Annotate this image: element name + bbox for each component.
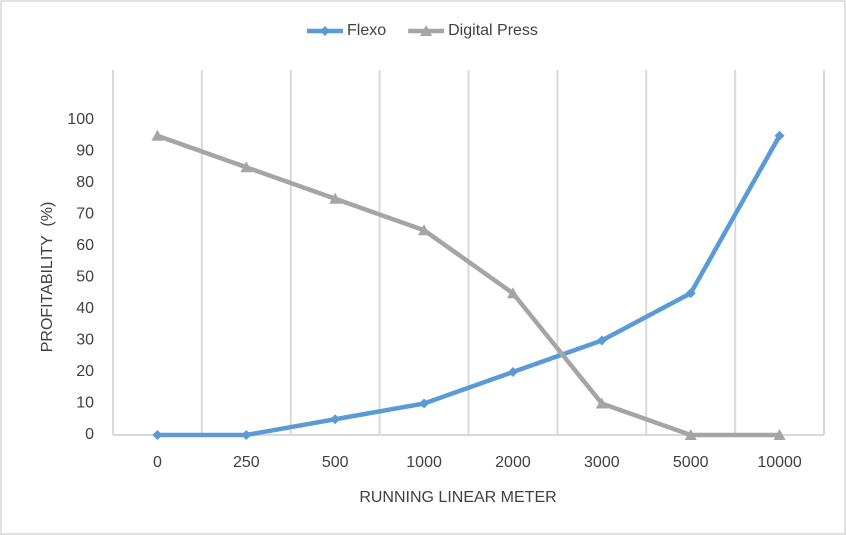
y-tick-label: 40: [76, 300, 94, 317]
y-tick-label: 60: [76, 237, 94, 254]
data-point: [152, 430, 163, 440]
y-tick-label: 30: [76, 332, 94, 349]
series-line: [157, 134, 782, 438]
data-point: [151, 129, 164, 141]
x-tick-label: 5000: [673, 454, 709, 471]
data-point: [507, 367, 518, 377]
x-tick-label: 2000: [495, 454, 531, 471]
y-tick-label: 20: [76, 363, 94, 380]
data-point: [773, 429, 786, 440]
data-point: [419, 398, 430, 409]
legend-marker: [320, 26, 330, 36]
data-point: [685, 288, 696, 299]
data-point: [596, 335, 607, 346]
x-tick-label: 10000: [757, 454, 802, 471]
y-tick-label: 70: [76, 206, 94, 223]
x-tick-label: 1000: [406, 454, 442, 471]
x-axis-label: RUNNING LINEAR METER: [359, 489, 556, 506]
y-tick-label: 0: [85, 426, 94, 443]
legend-label: Flexo: [347, 22, 386, 39]
y-tick-label: 80: [76, 174, 94, 191]
data-point: [418, 224, 431, 236]
y-tick-label: 100: [67, 111, 94, 128]
data-point: [329, 192, 342, 204]
x-tick-label: 0: [153, 454, 162, 471]
series-line: [156, 133, 780, 438]
data-point: [774, 130, 785, 141]
data-point: [330, 414, 341, 425]
y-tick-label: 50: [76, 269, 94, 286]
data-point: [684, 429, 697, 440]
x-tick-label: 250: [233, 454, 260, 471]
data-point: [595, 397, 608, 409]
data-point: [506, 287, 519, 299]
data-point: [240, 161, 253, 173]
y-tick-label: 90: [76, 143, 94, 160]
y-axis-label: PROFITABILITY (%): [39, 202, 56, 353]
legend-label: Digital Press: [448, 22, 538, 39]
data-point: [241, 430, 252, 440]
y-tick-label: 10: [76, 395, 94, 412]
x-tick-label: 3000: [584, 454, 620, 471]
x-tick-label: 500: [322, 454, 349, 471]
legend-marker: [420, 25, 433, 36]
